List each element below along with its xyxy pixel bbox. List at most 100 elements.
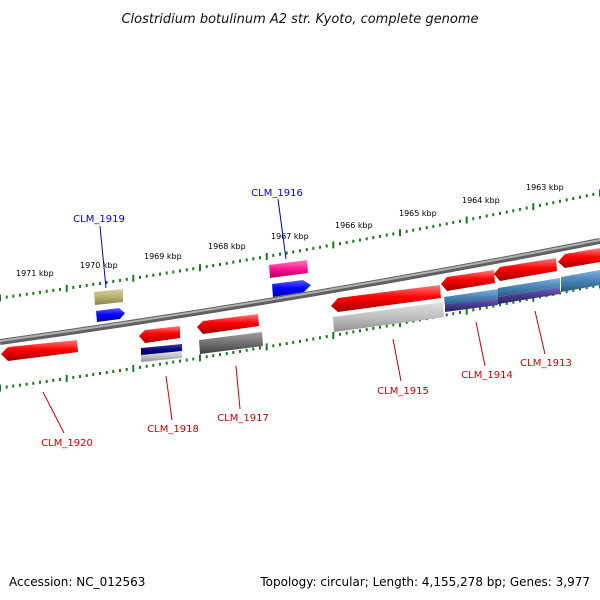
scale-minor-tick bbox=[212, 354, 215, 358]
scale-minor-tick bbox=[292, 250, 295, 254]
scale-minor-tick bbox=[239, 349, 241, 353]
scale-minor-tick bbox=[505, 210, 508, 214]
scale-minor-tick bbox=[112, 370, 115, 373]
scale-minor-tick bbox=[592, 192, 595, 196]
scale-minor-tick bbox=[25, 382, 28, 386]
genome-summary-text: Topology: circular; Length: 4,155,278 bp… bbox=[259, 575, 590, 589]
label-CLM_1918[interactable]: CLM_1918 bbox=[147, 424, 199, 435]
scale-minor-tick bbox=[405, 320, 408, 324]
scale-minor-tick bbox=[372, 326, 375, 330]
gene-right-edge-feature[interactable] bbox=[561, 270, 600, 292]
scale-major-tick bbox=[199, 264, 201, 272]
scale-label-1964: 1964 kbp bbox=[462, 196, 500, 205]
label-CLM_1914[interactable]: CLM_1914 bbox=[461, 370, 513, 381]
gene-CLM_1917-feature[interactable] bbox=[199, 332, 263, 354]
leader-CLM_1916 bbox=[277, 198, 287, 260]
gene-CLM_1913-feature-b[interactable] bbox=[498, 287, 560, 304]
label-CLM_1916[interactable]: CLM_1916 bbox=[251, 188, 303, 199]
scale-minor-tick bbox=[285, 342, 288, 345]
scale-minor-tick bbox=[519, 207, 521, 211]
gene-CLM_1914-arrow[interactable] bbox=[441, 270, 495, 291]
gene-CLM_1915-feature[interactable] bbox=[333, 302, 444, 332]
scale-minor-tick bbox=[459, 310, 461, 314]
scale-minor-tick bbox=[12, 294, 15, 298]
scale-minor-tick bbox=[552, 201, 555, 205]
gene-CLM_1919-arrow[interactable] bbox=[96, 308, 125, 322]
scale-major-tick bbox=[265, 253, 268, 260]
scale-minor-tick bbox=[319, 245, 321, 249]
scale-minor-tick bbox=[232, 351, 235, 354]
scale-minor-tick bbox=[472, 308, 475, 312]
scale-minor-tick bbox=[39, 290, 41, 294]
scale-minor-tick bbox=[352, 330, 355, 334]
label-CLM_1917[interactable]: CLM_1917 bbox=[217, 413, 269, 424]
gene-CLM_1916-arrow[interactable] bbox=[272, 280, 311, 297]
label-CLM_1920[interactable]: CLM_1920 bbox=[41, 438, 93, 449]
scale-minor-tick bbox=[165, 271, 168, 275]
inner-scale-track bbox=[0, 281, 600, 392]
scale-minor-tick bbox=[212, 264, 215, 267]
scale-minor-tick bbox=[139, 275, 141, 279]
gene-CLM_1918-arrow[interactable] bbox=[139, 326, 180, 343]
scale-minor-tick bbox=[359, 329, 361, 333]
scale-minor-tick bbox=[325, 335, 328, 339]
scale-label-1963: 1963 kbp bbox=[526, 183, 564, 192]
scale-minor-tick bbox=[12, 384, 15, 388]
scale-minor-tick bbox=[105, 371, 108, 374]
gene-CLM_1914-feature-a[interactable] bbox=[444, 289, 498, 306]
scale-minor-tick bbox=[79, 284, 81, 288]
scale-minor-tick bbox=[345, 241, 348, 244]
gene-CLM_1918-feature-b[interactable] bbox=[141, 351, 182, 362]
scale-minor-tick bbox=[299, 249, 301, 253]
scale-minor-tick bbox=[565, 198, 568, 202]
scale-minor-tick bbox=[365, 328, 368, 332]
scale-major-tick bbox=[65, 284, 68, 292]
scale-minor-tick bbox=[179, 359, 181, 363]
gene-CLM_1919-feature[interactable] bbox=[94, 289, 123, 305]
scale-major-tick bbox=[399, 229, 401, 237]
scale-minor-tick bbox=[85, 283, 88, 287]
scale-minor-tick bbox=[292, 340, 295, 344]
forward-genes bbox=[94, 260, 311, 322]
gene-CLM_1913-feature-a[interactable] bbox=[498, 278, 560, 297]
gene-CLM_1916-feature[interactable] bbox=[269, 260, 308, 278]
scale-minor-tick bbox=[299, 339, 301, 343]
scale-label-1965: 1965 kbp bbox=[399, 209, 437, 218]
scale-minor-tick bbox=[125, 367, 128, 371]
scale-major-tick bbox=[132, 274, 135, 282]
scale-minor-tick bbox=[172, 270, 175, 274]
gene-CLM_1918-feature-a[interactable] bbox=[141, 344, 182, 356]
scale-major-tick bbox=[65, 374, 68, 382]
leader-CLM_1919 bbox=[99, 225, 107, 289]
scale-minor-tick bbox=[559, 199, 561, 203]
scale-major-tick bbox=[332, 332, 335, 339]
scale-minor-tick bbox=[512, 300, 515, 304]
gene-CLM_1914-feature-b[interactable] bbox=[445, 298, 498, 312]
scale-major-tick bbox=[0, 294, 1, 302]
gene-CLM_1913-arrow[interactable] bbox=[494, 258, 557, 281]
label-CLM_1915[interactable]: CLM_1915 bbox=[377, 386, 429, 397]
scale-minor-tick bbox=[279, 343, 281, 347]
scale-major-tick bbox=[532, 203, 535, 211]
scale-minor-tick bbox=[565, 290, 568, 294]
gene-right-edge-arrow[interactable] bbox=[558, 248, 600, 268]
scale-minor-tick bbox=[19, 383, 21, 387]
scale-label-1970: 1970 kbp bbox=[80, 261, 118, 270]
scale-major-tick bbox=[465, 307, 468, 315]
scale-minor-tick bbox=[305, 338, 308, 342]
scale-minor-tick bbox=[192, 357, 195, 361]
scale-minor-tick bbox=[105, 280, 108, 284]
gene-CLM_1917-arrow[interactable] bbox=[197, 314, 259, 334]
scale-minor-tick bbox=[545, 202, 548, 206]
scale-major-tick bbox=[465, 216, 468, 224]
scale-minor-tick bbox=[92, 373, 95, 376]
scale-minor-tick bbox=[125, 277, 128, 281]
label-CLM_1913[interactable]: CLM_1913 bbox=[520, 358, 572, 369]
scale-minor-tick bbox=[52, 288, 55, 292]
gene-CLM_1920-arrow[interactable] bbox=[1, 340, 78, 361]
scale-minor-tick bbox=[585, 194, 588, 198]
label-CLM_1919[interactable]: CLM_1919 bbox=[73, 214, 125, 225]
gene-CLM_1915-arrow[interactable] bbox=[331, 285, 441, 312]
leader-lines bbox=[42, 198, 546, 434]
scale-minor-tick bbox=[445, 313, 448, 317]
